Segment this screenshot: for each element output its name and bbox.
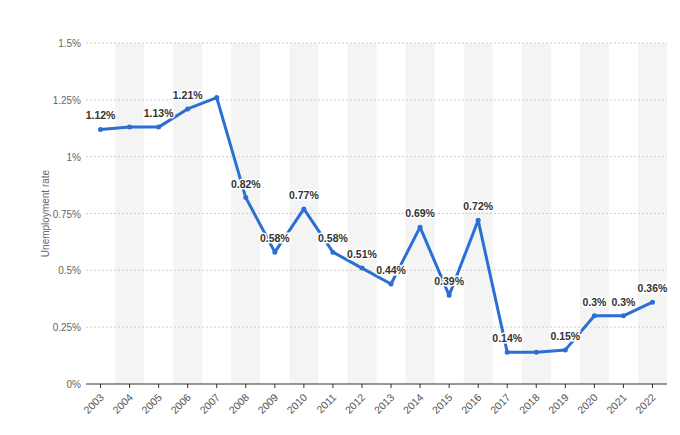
data-point <box>563 347 568 352</box>
x-tick <box>245 384 246 388</box>
data-point <box>243 195 248 200</box>
x-tick-label: 2008 <box>226 391 251 416</box>
data-point <box>272 250 277 255</box>
grid-line <box>86 213 667 214</box>
grid-line <box>86 43 667 44</box>
x-tick <box>449 384 450 388</box>
x-tick-label: 2018 <box>517 391 542 416</box>
y-tick-label: 0.75% <box>53 209 81 220</box>
grid-line <box>86 327 667 328</box>
x-tick-label: 2017 <box>488 391 513 416</box>
y-tick-label: 1.5% <box>58 38 81 49</box>
x-tick-label: 2003 <box>81 391 106 416</box>
x-tick-label: 2016 <box>459 391 484 416</box>
x-tick-label: 2020 <box>575 391 600 416</box>
data-point <box>359 266 364 271</box>
data-point <box>447 293 452 298</box>
data-label: 0.77% <box>289 189 319 201</box>
data-point <box>301 206 306 211</box>
data-label: 0.72% <box>463 200 493 212</box>
data-label: 0.44% <box>376 264 406 276</box>
x-tick <box>303 384 304 388</box>
data-label: 1.13% <box>144 107 174 119</box>
x-tick <box>565 384 566 388</box>
grid-line <box>86 156 667 157</box>
data-point <box>534 350 539 355</box>
data-point <box>592 313 597 318</box>
x-tick <box>652 384 653 388</box>
x-tick-label: 2021 <box>604 391 629 416</box>
data-label: 0.58% <box>318 232 348 244</box>
x-tick <box>536 384 537 388</box>
x-tick-label: 2012 <box>342 391 367 416</box>
data-label: 0.39% <box>434 275 464 287</box>
data-line <box>101 98 653 353</box>
x-tick <box>507 384 508 388</box>
y-tick-label: 0.25% <box>53 322 81 333</box>
data-point <box>505 350 510 355</box>
data-point <box>98 127 103 132</box>
x-tick <box>594 384 595 388</box>
x-tick <box>361 384 362 388</box>
x-tick <box>274 384 275 388</box>
chart-container: 0% 0.25% 0.5% 0.75% 1% 1.25% 1.5% Unemployment … <box>0 0 680 435</box>
x-tick <box>100 384 101 388</box>
data-label: 0.14% <box>492 332 522 344</box>
x-tick-label: 2004 <box>110 391 135 416</box>
data-point <box>418 225 423 230</box>
data-point <box>127 125 132 130</box>
x-tick-label: 2015 <box>430 391 455 416</box>
y-tick-label: 1% <box>67 152 82 163</box>
x-tick-label: 2005 <box>139 391 164 416</box>
y-axis-title: Unemployment rate <box>40 169 51 257</box>
data-point <box>330 250 335 255</box>
chart-svg: 0% 0.25% 0.5% 0.75% 1% 1.25% 1.5% Unemployment … <box>0 0 680 435</box>
data-point <box>389 281 394 286</box>
y-tick-label: 1.25% <box>53 95 81 106</box>
x-tick-label: 2022 <box>633 391 658 416</box>
data-point <box>214 95 219 100</box>
data-point <box>476 218 481 223</box>
x-tick-label: 2014 <box>400 391 425 416</box>
data-label: 0.58% <box>260 232 290 244</box>
x-tick <box>420 384 421 388</box>
data-label: 0.3% <box>582 296 607 308</box>
x-tick-label: 2011 <box>314 391 339 416</box>
data-label: 0.51% <box>347 248 377 260</box>
x-tick-label: 2009 <box>255 391 280 416</box>
x-tick <box>332 384 333 388</box>
data-label: 0.3% <box>611 296 636 308</box>
data-label: 0.36% <box>638 282 668 294</box>
y-tick-label: 0% <box>67 379 82 390</box>
x-axis-line <box>86 383 667 384</box>
data-label: 1.21% <box>173 89 203 101</box>
x-tick-label: 2007 <box>197 391 222 416</box>
x-tick-label: 2010 <box>284 391 309 416</box>
data-label: 1.12% <box>86 109 116 121</box>
data-point <box>156 125 161 130</box>
plot-area <box>98 95 655 355</box>
data-label: 0.15% <box>550 330 580 342</box>
x-tick <box>187 384 188 388</box>
x-tick <box>478 384 479 388</box>
data-point <box>650 300 655 305</box>
x-tick-label: 2006 <box>168 391 193 416</box>
x-tick-label: 2019 <box>546 391 571 416</box>
x-tick <box>129 384 130 388</box>
x-tick <box>158 384 159 388</box>
data-point <box>185 106 190 111</box>
x-tick <box>391 384 392 388</box>
x-tick-label: 2013 <box>371 391 396 416</box>
data-label: 0.82% <box>231 178 261 190</box>
data-label: 0.69% <box>405 207 435 219</box>
data-point <box>621 313 626 318</box>
x-tick <box>216 384 217 388</box>
y-tick-label: 0.5% <box>58 265 81 276</box>
x-tick <box>623 384 624 388</box>
